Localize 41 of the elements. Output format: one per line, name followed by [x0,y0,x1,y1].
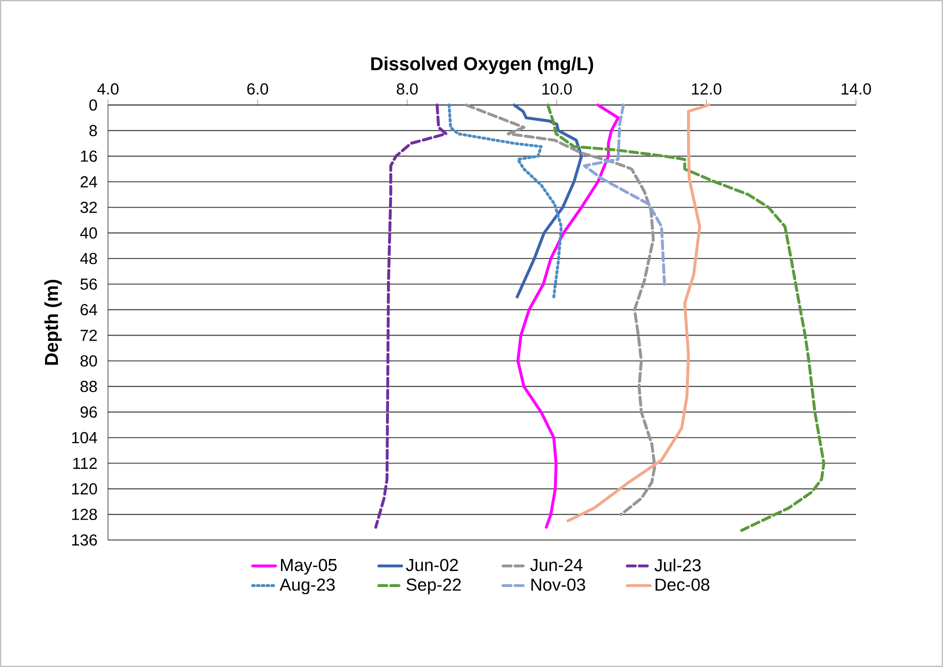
y-tick-label: 40 [80,227,97,239]
legend-label: Jun-24 [530,558,582,572]
y-tick-label: 56 [80,278,97,290]
y-tick-label: 80 [80,355,97,367]
y-tick-label: 104 [72,432,98,444]
y-tick-label: 24 [80,176,98,188]
legend-label: Aug-23 [280,578,335,594]
line-series [516,104,620,529]
y-tick-label: 64 [80,304,98,316]
legend-label: Nov-03 [531,578,586,591]
y-tick-label: 48 [80,252,97,264]
y-tick-label: 72 [80,330,97,341]
line-series [512,104,583,298]
y-tick-label: 88 [80,380,97,392]
x-tick-label: 6.0 [247,83,268,95]
y-tick-label: 32 [80,202,97,213]
y-tick-label: 8 [89,124,97,136]
line-series [464,104,656,516]
y-tick-label: 0 [89,99,97,111]
y-tick-label: 112 [73,458,97,469]
x-tick-label: 12.0 [692,83,722,95]
line-series [448,104,563,298]
line-series [546,104,826,532]
y-tick-label: 120 [72,483,97,494]
legend-label: May-05 [281,558,337,575]
line-series [566,104,710,522]
x-tick-label: 8.0 [396,83,418,95]
legend-label: Sep-22 [406,578,461,594]
y-axis-title: Depth (m) [44,280,62,365]
x-tick-label: 10.0 [542,83,572,95]
legend-label: Dec-08 [656,578,710,591]
y-tick-label: 136 [72,534,97,546]
x-tick-label: 14.0 [842,83,871,95]
x-tick-label: 4.0 [97,83,119,95]
x-axis-title: Dissolved Oxygen (mg/L) [371,56,594,74]
legend-label: Jun-02 [406,558,458,572]
legend-label: Jul-23 [654,558,701,572]
line-series [583,104,666,286]
y-tick-label: 16 [81,150,97,162]
y-tick-label: 128 [72,508,97,520]
y-tick-label: 96 [80,406,97,418]
